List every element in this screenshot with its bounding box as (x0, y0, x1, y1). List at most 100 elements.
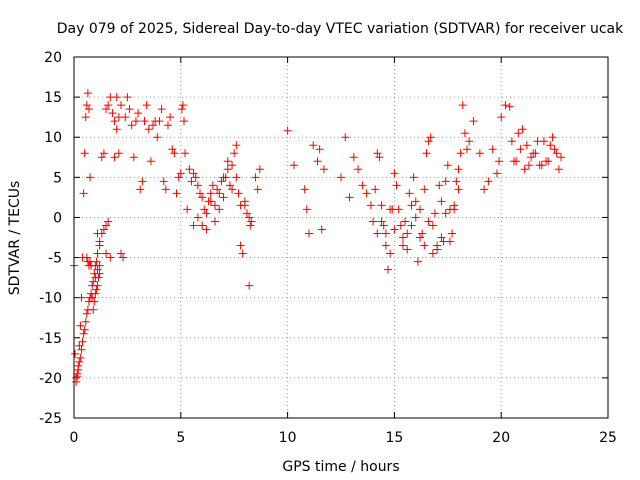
data-point (542, 157, 551, 166)
data-point (174, 173, 183, 182)
y-tick-label: -25 (39, 411, 62, 427)
data-point (213, 185, 222, 194)
data-point (403, 245, 412, 254)
data-point (78, 337, 87, 346)
data-point (136, 185, 145, 194)
data-point (309, 141, 318, 150)
data-point (456, 149, 465, 158)
data-point (407, 221, 416, 230)
data-point (377, 217, 386, 226)
data-point (255, 165, 264, 174)
data-point (215, 205, 224, 214)
data-point (557, 153, 566, 162)
data-point (163, 121, 172, 130)
data-point (441, 209, 450, 218)
data-point (407, 201, 416, 210)
data-point (433, 245, 442, 254)
y-tick-label: 5 (53, 170, 62, 186)
data-point (245, 281, 254, 290)
data-point (93, 229, 102, 238)
y-axis-title: SDTVAR / TECUs (7, 181, 23, 296)
data-point (155, 117, 164, 126)
y-tick-label: 15 (44, 90, 62, 106)
data-point (445, 237, 454, 246)
data-point (102, 221, 111, 230)
data-point (208, 181, 217, 190)
data-point (153, 133, 162, 142)
data-point (114, 149, 123, 158)
data-point (398, 241, 407, 250)
plot-frame (73, 56, 609, 419)
data-point (302, 205, 311, 214)
data-point (180, 117, 189, 126)
data-point (524, 161, 533, 170)
data-point (362, 189, 371, 198)
data-point (520, 165, 529, 174)
data-point (403, 229, 412, 238)
data-point (104, 217, 113, 226)
data-point (448, 229, 457, 238)
data-point (443, 161, 452, 170)
data-point (99, 225, 108, 234)
data-point (127, 121, 136, 130)
data-point (223, 165, 232, 174)
data-point (170, 149, 179, 158)
data-point (345, 193, 354, 202)
data-point (422, 149, 431, 158)
data-point (185, 165, 194, 174)
x-tick-label: 20 (492, 430, 510, 446)
data-point (245, 213, 254, 222)
data-point (232, 173, 241, 182)
data-point (106, 253, 115, 262)
data-point (210, 217, 219, 226)
data-point (193, 181, 202, 190)
data-point (341, 133, 350, 142)
data-point (112, 125, 121, 134)
data-point (99, 149, 108, 158)
y-tick-label: 20 (44, 50, 62, 66)
data-point (77, 293, 86, 302)
data-point (424, 137, 433, 146)
data-point (181, 149, 190, 158)
data-point (196, 189, 205, 198)
x-tick-label: 15 (385, 430, 403, 446)
y-tick-label: -5 (48, 251, 62, 267)
x-tick-label: 10 (279, 430, 297, 446)
data-point (92, 285, 101, 294)
data-point (161, 185, 170, 194)
data-point (420, 241, 429, 250)
data-point (379, 221, 388, 230)
data-points (70, 89, 566, 386)
data-point (463, 145, 472, 154)
data-point (512, 157, 521, 166)
x-tick-label: 5 (176, 430, 185, 446)
data-point (84, 105, 93, 114)
data-point (358, 181, 367, 190)
data-point (495, 157, 504, 166)
data-point (550, 145, 559, 154)
data-point (131, 117, 140, 126)
data-point (80, 149, 89, 158)
data-point (75, 357, 84, 366)
data-point (82, 309, 91, 318)
data-point (238, 249, 247, 258)
y-tick-label: 0 (53, 210, 62, 226)
data-point (177, 105, 186, 114)
data-point (411, 213, 420, 222)
data-point (492, 169, 501, 178)
data-point (198, 221, 207, 230)
data-point (202, 209, 211, 218)
data-point (369, 217, 378, 226)
data-point (300, 185, 309, 194)
data-point (90, 269, 99, 278)
x-tick-label: 0 (70, 430, 79, 446)
data-point (381, 241, 390, 250)
data-point (86, 293, 95, 302)
y-tick-label: 10 (44, 130, 62, 146)
data-point (76, 353, 85, 362)
data-point (87, 289, 96, 298)
data-point (554, 165, 563, 174)
data-point (371, 185, 380, 194)
data-point (149, 121, 158, 130)
data-point (290, 161, 299, 170)
